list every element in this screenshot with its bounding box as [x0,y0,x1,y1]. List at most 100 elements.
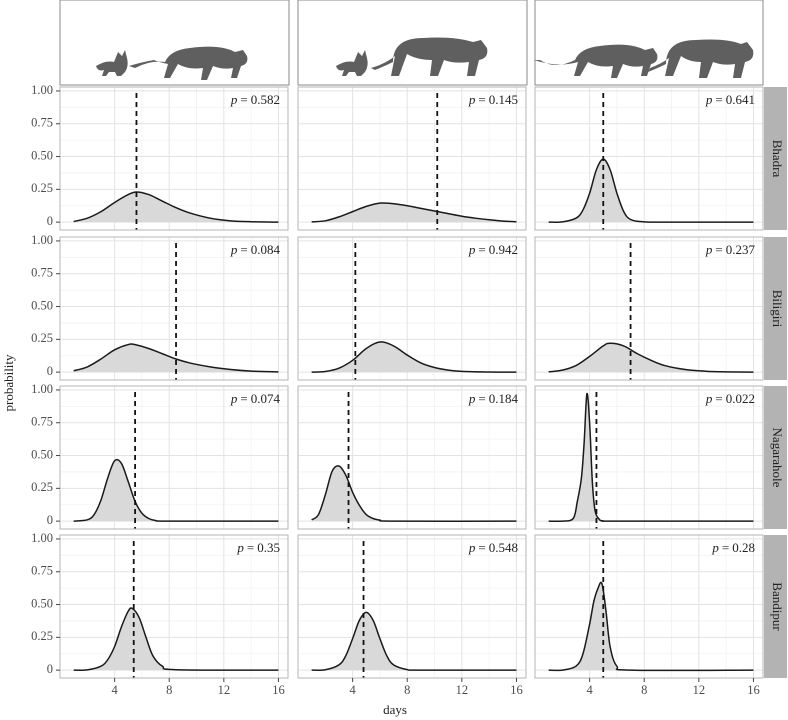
stat-operator: = [722,540,729,555]
y-tick-label: 0.75 [31,266,53,280]
stat-operator: = [478,540,485,555]
x-tick-label: 8 [641,683,647,697]
y-tick-label: 0.50 [31,596,53,610]
panel-border [297,236,527,381]
x-tick-label: 12 [218,683,231,697]
panel-background [298,237,526,380]
p-value-label: p = 0.582 [230,92,280,107]
leopard-silhouette [129,46,248,80]
x-tick-label: 4 [111,683,118,697]
stat-symbol: p [705,242,713,257]
x-axis-label: days [383,702,407,717]
dhole-silhouette [336,50,368,76]
density-line [311,611,517,671]
strip-label: Nagarahole [770,428,785,488]
header-images [59,0,764,86]
panel-border [534,236,764,381]
y-tick-label: 0.75 [31,564,53,578]
p-value-label: p = 0.145 [468,92,518,107]
p-value-label: p = 0.641 [705,92,755,107]
panel-border [534,534,764,679]
p-value: 0.074 [251,391,281,406]
p-value: 0.582 [251,92,280,107]
stat-symbol: p [230,242,238,257]
density-line [548,158,754,223]
density-line [311,465,517,522]
dhole-silhouette [96,50,128,76]
density-line [311,202,517,223]
stat-symbol: p [468,92,476,107]
p-value-label: p = 0.35 [236,540,280,555]
panel-background [535,535,763,678]
p-value: 0.641 [726,92,755,107]
stat-symbol: p [468,391,476,406]
x-tick-label: 16 [272,683,285,697]
strip [764,237,787,380]
density-line [548,392,754,523]
stat-symbol: p [705,92,713,107]
p-value: 0.35 [257,540,280,555]
stat-operator: = [478,92,485,107]
density-area [73,191,279,223]
panel-background [535,237,763,380]
stat-symbol: p [236,540,244,555]
stat-operator: = [240,391,247,406]
p-value: 0.145 [489,92,518,107]
p-value-label: p = 0.942 [468,242,518,257]
stat-operator: = [715,92,722,107]
panel-border [59,385,289,530]
y-axis-label: probability [1,354,16,412]
density-area [548,343,754,373]
density-line [548,581,754,672]
y-tick-label: 0.50 [31,298,53,312]
y-tick-label: 0.75 [31,415,53,429]
stat-symbol: p [705,391,713,406]
header-box [59,0,290,86]
x-tick-label: 16 [510,683,523,697]
tiger-silhouette [648,39,754,78]
panel-border [297,86,527,231]
stat-operator: = [240,242,247,257]
x-tick-label: 12 [456,683,469,697]
y-tick-label: 0.25 [31,629,53,643]
x-tick-label: 4 [586,683,593,697]
x-tick-label: 4 [349,683,356,697]
y-tick-label: 0 [47,364,53,378]
density-line [73,191,279,223]
strip-label: Bandipur [770,582,785,631]
panel-border [534,86,764,231]
tiger-silhouette [371,37,488,76]
density-line [548,342,754,373]
density-line [73,458,279,522]
stat-operator: = [247,540,254,555]
stat-symbol: p [468,540,476,555]
strip [764,535,787,678]
panel-background [535,87,763,230]
stat-symbol: p [468,242,476,257]
strip-label: Biligiri [770,290,785,328]
y-tick-label: 0.25 [31,331,53,345]
panel-background [298,535,526,678]
p-value: 0.548 [489,540,518,555]
stat-operator: = [478,242,485,257]
y-tick-label: 1.00 [31,531,53,545]
y-tick-label: 0.25 [31,181,53,195]
density-area [548,159,754,223]
x-tick-label: 16 [747,683,760,697]
y-tick-label: 1.00 [31,233,53,247]
p-value-label: p = 0.548 [468,540,518,555]
p-value-label: p = 0.022 [705,391,755,406]
panel-border [59,86,289,231]
stat-operator: = [240,92,247,107]
density-line [73,607,279,671]
panel-border [534,385,764,530]
y-tick-label: 0 [47,214,53,228]
p-value: 0.237 [726,242,756,257]
x-tick-label: 8 [404,683,410,697]
strip [764,386,787,529]
density-line [311,341,517,373]
panel-background [60,386,288,529]
stat-operator: = [715,391,722,406]
